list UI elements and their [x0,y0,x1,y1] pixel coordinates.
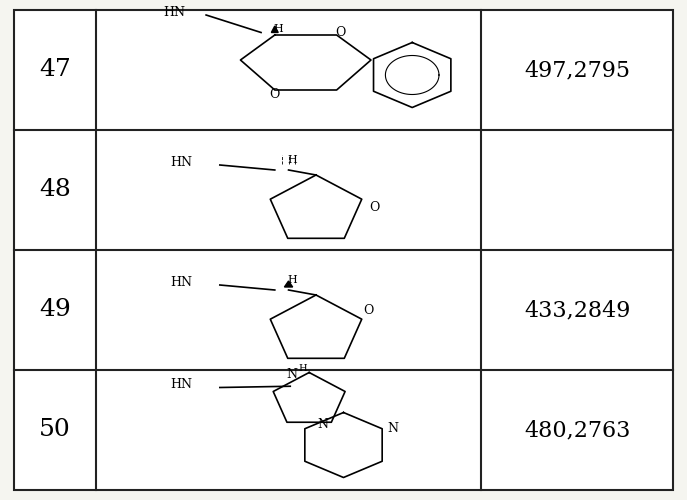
Text: 50: 50 [39,418,71,442]
Text: N: N [286,368,297,382]
Text: 480,2763: 480,2763 [524,419,630,441]
Polygon shape [284,281,293,287]
Text: H: H [287,155,297,165]
Text: N: N [317,418,328,432]
Text: HN: HN [170,156,192,169]
Text: HN: HN [170,378,192,392]
Text: 497,2795: 497,2795 [524,59,630,81]
Text: H: H [298,364,306,373]
Text: O: O [369,201,380,214]
Text: H: H [287,275,297,285]
Text: HN: HN [170,276,192,289]
Polygon shape [271,26,278,32]
Text: O: O [269,88,280,101]
Text: N: N [387,422,398,435]
Text: 433,2849: 433,2849 [524,299,630,321]
Text: O: O [335,26,346,39]
Text: 48: 48 [39,178,71,202]
Text: HN: HN [164,6,185,19]
Text: 47: 47 [39,58,71,82]
Text: H: H [273,24,283,34]
Text: 49: 49 [39,298,71,322]
Text: O: O [363,304,373,316]
